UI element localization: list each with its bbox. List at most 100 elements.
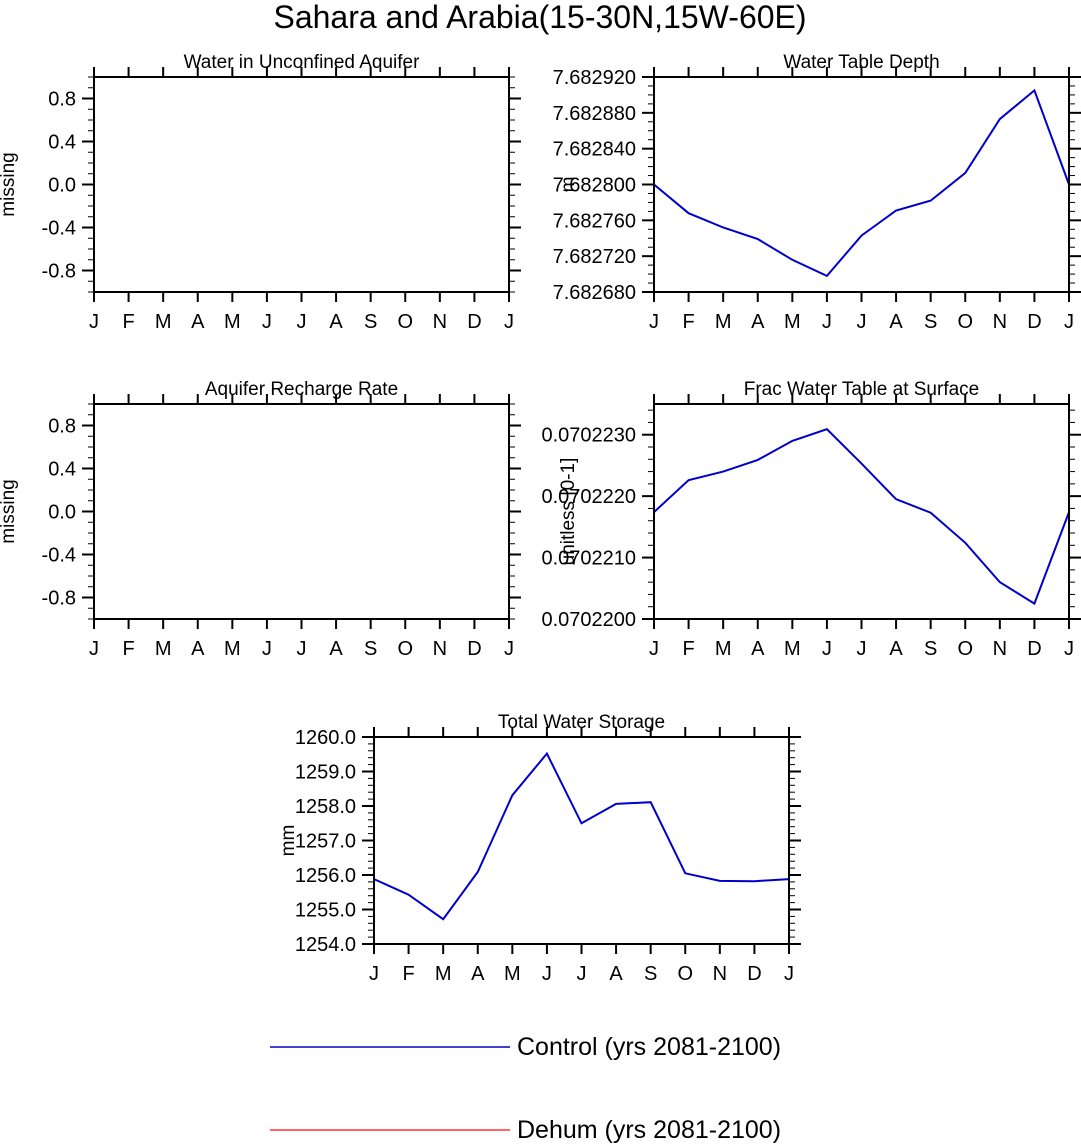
panel-title: Frac Water Table at Surface [744, 379, 980, 400]
x-tick-label: F [402, 963, 414, 985]
series-line-control [653, 88, 1070, 278]
x-tick-label: N [993, 638, 1007, 660]
x-tick-label: A [889, 638, 903, 660]
x-tick-label: M [224, 311, 241, 333]
x-tick-label: D [1027, 311, 1041, 333]
x-tick-label: A [751, 638, 765, 660]
x-tick-label: D [467, 311, 481, 333]
y-tick-label: 7.682720 [553, 246, 636, 268]
plot-frame [653, 76, 1070, 293]
x-tick-label: J [577, 963, 587, 985]
x-tick-label: M [435, 963, 452, 985]
y-tick-label: 0.8 [48, 416, 76, 438]
legend-label-control: Control (yrs 2081-2100) [517, 1033, 781, 1061]
x-tick-label: A [191, 638, 205, 660]
y-tick-label: 0.4 [48, 132, 76, 154]
y-tick-label: 1256.0 [295, 865, 356, 887]
x-tick-label: F [682, 311, 694, 333]
y-tick-label: 7.682880 [553, 103, 636, 125]
plot-frame [653, 403, 1070, 620]
x-tick-label: S [364, 311, 377, 333]
x-tick-label: J [822, 311, 832, 333]
legend-label-dehum: Dehum (yrs 2081-2100) [517, 1116, 781, 1144]
x-tick-label: J [504, 311, 514, 333]
x-tick-label: J [297, 311, 307, 333]
x-tick-label: A [751, 311, 765, 333]
y-tick-label: 1258.0 [295, 796, 356, 818]
x-tick-label: A [471, 963, 485, 985]
x-tick-label: J [369, 963, 379, 985]
x-tick-label: J [857, 311, 867, 333]
x-tick-label: D [467, 638, 481, 660]
x-tick-label: A [329, 311, 343, 333]
series-line-control [653, 428, 1070, 606]
x-tick-label: A [191, 311, 205, 333]
x-tick-label: O [677, 963, 693, 985]
x-tick-label: F [122, 638, 134, 660]
panel-title: Water Table Depth [783, 52, 939, 73]
y-tick-label: 7.682800 [553, 175, 636, 197]
x-tick-label: A [609, 963, 623, 985]
x-tick-label: J [89, 311, 99, 333]
x-tick-label: J [504, 638, 514, 660]
y-tick-label: 0.0 [48, 502, 76, 524]
x-tick-label: J [649, 638, 659, 660]
x-tick-label: J [1064, 638, 1074, 660]
figure-title: Sahara and Arabia(15-30N,15W-60E) [273, 0, 806, 35]
x-tick-label: N [433, 311, 447, 333]
plot-frame [93, 76, 510, 293]
panel-title: Aquifer Recharge Rate [205, 379, 398, 400]
y-tick-label: 7.682680 [553, 282, 636, 304]
y-tick-label: 0.0702230 [541, 425, 636, 447]
x-tick-label: A [889, 311, 903, 333]
y-tick-label: -0.4 [42, 218, 76, 240]
y-tick-label: 0.4 [48, 459, 76, 481]
x-tick-label: O [397, 311, 413, 333]
x-tick-label: O [957, 638, 973, 660]
x-tick-label: S [644, 963, 657, 985]
x-tick-label: S [924, 638, 937, 660]
series-line-control [373, 751, 790, 921]
chart-panel-4: Frac Water Table at Surface unitless [0-1… [541, 379, 1081, 660]
x-tick-label: M [504, 963, 521, 985]
y-tick-label: 1254.0 [295, 934, 356, 956]
x-tick-label: J [297, 638, 307, 660]
x-tick-label: N [713, 963, 727, 985]
x-tick-label: O [957, 311, 973, 333]
x-tick-label: S [924, 311, 937, 333]
x-tick-label: M [784, 311, 801, 333]
x-tick-label: M [715, 638, 732, 660]
x-tick-label: M [155, 311, 172, 333]
x-tick-label: J [822, 638, 832, 660]
x-tick-label: J [262, 638, 272, 660]
y-axis-label: missing [0, 479, 19, 543]
x-tick-label: J [89, 638, 99, 660]
plot-frame [93, 403, 510, 620]
y-tick-label: 1259.0 [295, 762, 356, 784]
x-tick-label: A [329, 638, 343, 660]
x-tick-label: J [857, 638, 867, 660]
x-tick-label: O [397, 638, 413, 660]
x-tick-label: J [1064, 311, 1074, 333]
x-tick-label: M [784, 638, 801, 660]
x-tick-label: J [784, 963, 794, 985]
plot-frame [373, 736, 790, 945]
x-tick-label: F [122, 311, 134, 333]
x-tick-label: F [682, 638, 694, 660]
y-tick-label: 1255.0 [295, 900, 356, 922]
x-tick-label: M [155, 638, 172, 660]
x-tick-label: N [993, 311, 1007, 333]
y-tick-label: 0.0702210 [541, 548, 636, 570]
y-axis-label: missing [0, 152, 19, 216]
x-tick-label: S [364, 638, 377, 660]
y-axis-label: unitless [0-1] [558, 458, 579, 566]
y-tick-label: 7.682760 [553, 210, 636, 232]
y-tick-label: 0.8 [48, 89, 76, 111]
y-tick-label: -0.8 [42, 588, 76, 610]
